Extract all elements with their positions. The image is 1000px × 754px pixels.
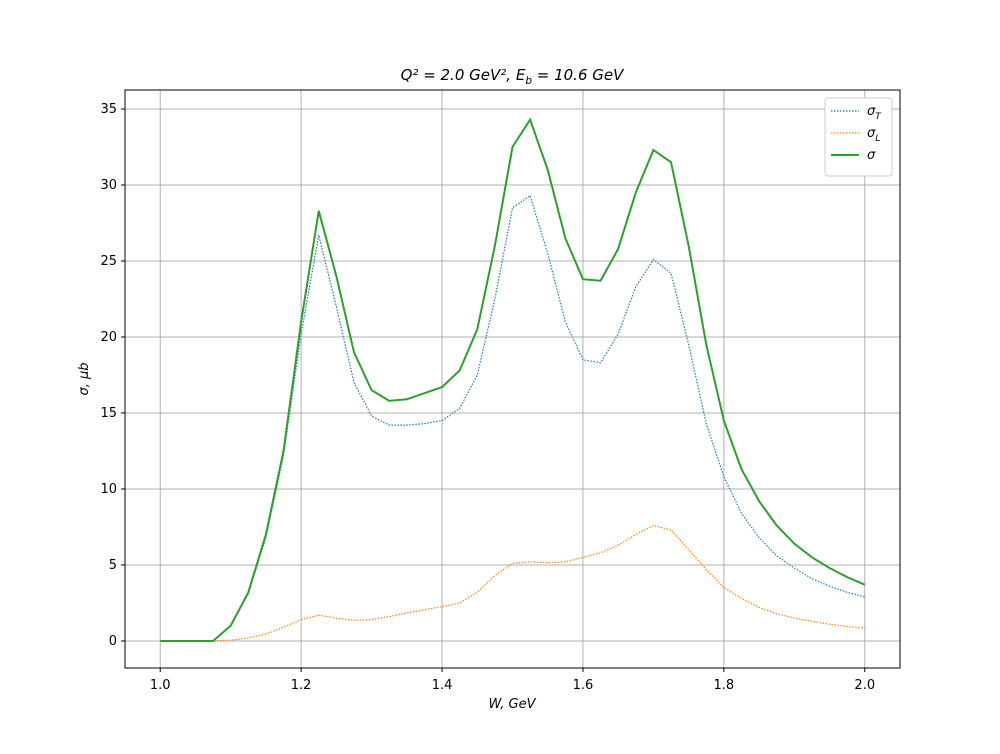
y-tick-label: 0: [109, 633, 117, 648]
series-line: [160, 524, 865, 642]
y-tick-label: 10: [100, 481, 117, 496]
y-axis-label: σ, μb: [77, 362, 92, 395]
y-tick-label: 5: [109, 557, 117, 572]
x-tick-label: 1.6: [573, 678, 594, 693]
y-tick-label: 30: [100, 177, 117, 192]
legend-box: [824, 97, 893, 177]
plot-frame: [124, 89, 901, 669]
y-tick-label: 20: [100, 329, 117, 344]
x-tick-label: 1.4: [432, 678, 453, 693]
y-tick-label: 35: [100, 101, 117, 116]
x-tick-label: 1.8: [714, 678, 735, 693]
legend-label: σ: [867, 148, 876, 163]
chart-title: Q² = 2.0 GeV², Eb = 10.6 GeV: [401, 66, 625, 88]
legend-label: σL: [867, 126, 880, 144]
y-tick-label: 25: [100, 253, 117, 268]
x-tick-label: 1.0: [150, 678, 171, 693]
x-axis-label: W, GeV: [488, 697, 536, 712]
x-tick-label: 2.0: [854, 678, 875, 693]
series-line: [160, 117, 866, 642]
x-tick-label: 1.2: [291, 678, 312, 693]
legend-label: σT: [867, 104, 882, 122]
y-tick-label: 15: [100, 405, 117, 420]
series-line: [160, 194, 865, 642]
